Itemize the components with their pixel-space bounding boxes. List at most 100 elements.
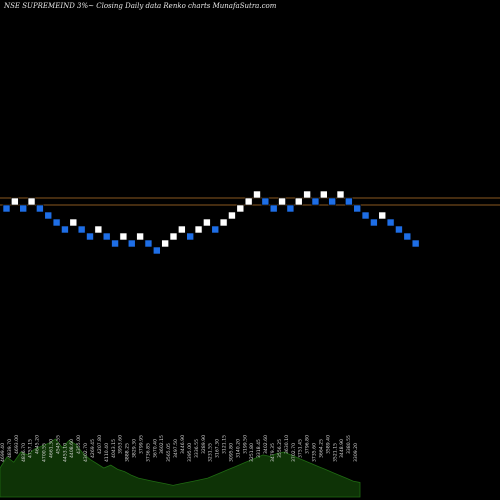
renko-brick-up bbox=[336, 190, 345, 199]
price-label: 4453.10 bbox=[62, 443, 68, 462]
price-label: 3799.95 bbox=[138, 435, 144, 454]
renko-brick-down bbox=[127, 239, 136, 248]
renko-brick-down bbox=[345, 197, 353, 206]
renko-brick-up bbox=[219, 218, 228, 227]
price-label: 3751.45 bbox=[298, 439, 304, 458]
renko-brick-down bbox=[353, 204, 362, 213]
renko-brick-down bbox=[286, 204, 295, 213]
renko-brick-up bbox=[11, 197, 19, 206]
price-label: 3521.15 bbox=[332, 443, 338, 462]
price-label: 3121.15 bbox=[222, 435, 228, 454]
price-label: 4699.40 bbox=[0, 443, 6, 462]
price-label: 3702.70 bbox=[291, 443, 297, 462]
price-label: 3888.25 bbox=[125, 443, 131, 462]
renko-brick-up bbox=[253, 190, 261, 199]
renko-brick-down bbox=[411, 239, 420, 248]
renko-brick-down bbox=[111, 239, 119, 248]
renko-brick-down bbox=[36, 204, 44, 213]
renko-brick-down bbox=[186, 232, 194, 241]
price-label: 3402.60 bbox=[263, 435, 269, 454]
renko-brick-up bbox=[378, 211, 387, 220]
price-label: 4645.20 bbox=[35, 435, 41, 454]
chart-title: NSE SUPREMEIND 3%~ Closing Daily data Re… bbox=[4, 2, 277, 10]
renko-brick-down bbox=[86, 232, 94, 241]
price-label: 3664.25 bbox=[318, 439, 324, 458]
renko-brick-down bbox=[144, 239, 153, 248]
renko-brick-up bbox=[319, 190, 328, 199]
renko-brick-up bbox=[194, 225, 203, 234]
renko-brick-down bbox=[77, 225, 86, 234]
renko-brick-down bbox=[211, 225, 220, 234]
price-label: 3589.40 bbox=[325, 435, 331, 454]
price-label: 3479.35 bbox=[270, 443, 276, 462]
renko-brick-down bbox=[370, 218, 378, 227]
renko-brick-down bbox=[2, 204, 11, 213]
renko-brick-up bbox=[69, 218, 78, 227]
renko-brick-down bbox=[395, 225, 403, 234]
renko-brick-down bbox=[361, 211, 370, 220]
renko-brick-up bbox=[228, 211, 236, 220]
renko-bricks bbox=[2, 190, 420, 255]
price-label: 4700.55 bbox=[42, 443, 48, 462]
price-label: 3380.55 bbox=[346, 435, 352, 454]
price-label: 3602.15 bbox=[159, 435, 165, 454]
price-label: 3231.55 bbox=[208, 443, 214, 462]
renko-brick-up bbox=[244, 197, 253, 206]
renko-brick-down bbox=[269, 204, 278, 213]
price-label: 3095.80 bbox=[228, 443, 234, 462]
renko-brick-down bbox=[19, 204, 28, 213]
price-label: 3309.20 bbox=[353, 443, 359, 462]
renko-brick-up bbox=[278, 197, 286, 206]
renko-brick-down bbox=[52, 218, 61, 227]
price-label: 3953.60 bbox=[118, 435, 124, 454]
price-label: 3829.30 bbox=[132, 439, 138, 458]
renko-brick-down bbox=[102, 232, 111, 241]
price-label: 3140.20 bbox=[235, 439, 241, 458]
renko-brick-up bbox=[203, 218, 211, 227]
price-label: 4693.00 bbox=[14, 435, 20, 454]
renko-brick-up bbox=[119, 232, 128, 241]
price-label: 4043.15 bbox=[111, 439, 117, 458]
renko-brick-down bbox=[386, 218, 395, 227]
price-label: 3167.30 bbox=[215, 439, 221, 458]
renko-brick-down bbox=[403, 232, 412, 241]
price-label: 3289.90 bbox=[201, 435, 207, 454]
price-label: 3670.40 bbox=[152, 439, 158, 458]
price-label: 4661.30 bbox=[48, 439, 54, 458]
renko-brick-up bbox=[27, 197, 36, 206]
renko-brick-up bbox=[178, 225, 186, 234]
price-label: 4269.45 bbox=[90, 439, 96, 458]
renko-brick-up bbox=[169, 232, 178, 241]
price-label: 3446.90 bbox=[180, 435, 186, 454]
price-label: 3318.45 bbox=[256, 439, 262, 458]
renko-brick-up bbox=[161, 239, 169, 248]
price-label: 3736.85 bbox=[145, 443, 151, 462]
price-label: 3448.90 bbox=[339, 439, 345, 458]
price-label: 4545.55 bbox=[55, 435, 61, 454]
price-label: 4839.70 bbox=[7, 439, 13, 458]
price-label: 3630.10 bbox=[284, 435, 290, 454]
renko-brick-down bbox=[328, 197, 336, 206]
renko-brick-up bbox=[294, 197, 303, 206]
price-label: 3497.50 bbox=[173, 439, 179, 458]
price-label: 4302.70 bbox=[83, 443, 89, 462]
price-label: 4110.40 bbox=[104, 443, 110, 462]
price-label: 3556.25 bbox=[277, 439, 283, 458]
price-label: 3735.60 bbox=[312, 443, 318, 462]
price-label: 4355.00 bbox=[76, 435, 82, 454]
price-label: 4408.60 bbox=[69, 439, 75, 458]
renko-brick-up bbox=[236, 204, 245, 213]
renko-brick-up bbox=[303, 190, 311, 199]
renko-brick-up bbox=[136, 232, 144, 241]
renko-brick-down bbox=[153, 246, 161, 255]
renko-brick-down bbox=[311, 197, 320, 206]
renko-brick-down bbox=[261, 197, 270, 206]
volume-area bbox=[0, 438, 361, 498]
price-label: 4757.15 bbox=[28, 439, 34, 458]
price-label: 3336.55 bbox=[194, 439, 200, 458]
renko-brick-down bbox=[44, 211, 53, 220]
price-label: 4207.80 bbox=[97, 435, 103, 454]
renko-brick-down bbox=[61, 225, 69, 234]
volume-price-labels: 4699.40 4839.70 4693.00 4836.70 4757.15 4645.… bbox=[0, 435, 359, 462]
price-label: 3251.80 bbox=[249, 443, 255, 462]
